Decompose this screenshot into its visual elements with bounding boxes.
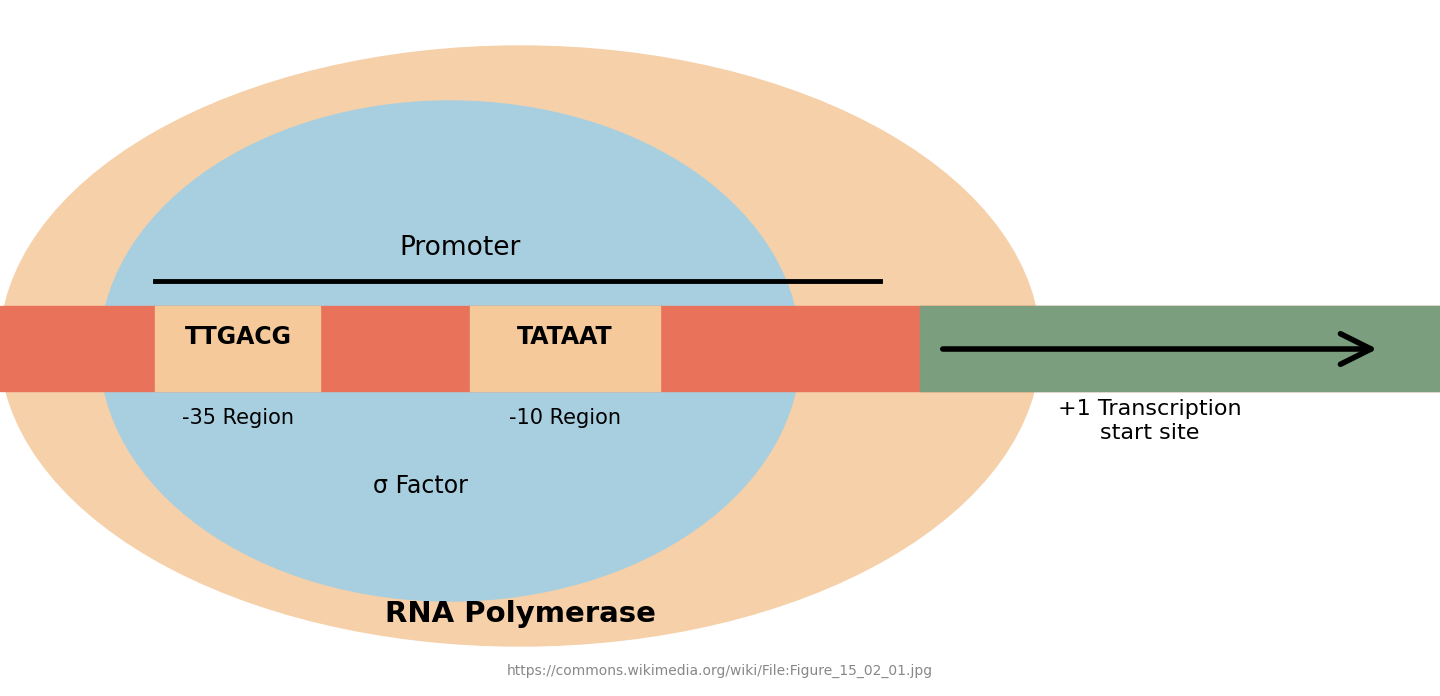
Ellipse shape xyxy=(0,46,1040,646)
Text: -10 Region: -10 Region xyxy=(508,408,621,428)
Text: https://commons.wikimedia.org/wiki/File:Figure_15_02_01.jpg: https://commons.wikimedia.org/wiki/File:… xyxy=(507,664,933,678)
Text: Promoter: Promoter xyxy=(399,235,521,261)
Bar xyxy=(920,306,1440,391)
Text: +1 Transcription
start site: +1 Transcription start site xyxy=(1058,400,1241,443)
Bar xyxy=(156,306,320,391)
Ellipse shape xyxy=(99,101,801,601)
Text: TATAAT: TATAAT xyxy=(517,325,613,349)
Text: RNA Polymerase: RNA Polymerase xyxy=(384,600,655,628)
Bar xyxy=(469,306,660,391)
Text: -35 Region: -35 Region xyxy=(181,408,294,428)
Bar xyxy=(0,306,1440,391)
Text: TTGACG: TTGACG xyxy=(184,325,291,349)
Text: σ Factor: σ Factor xyxy=(373,474,468,498)
